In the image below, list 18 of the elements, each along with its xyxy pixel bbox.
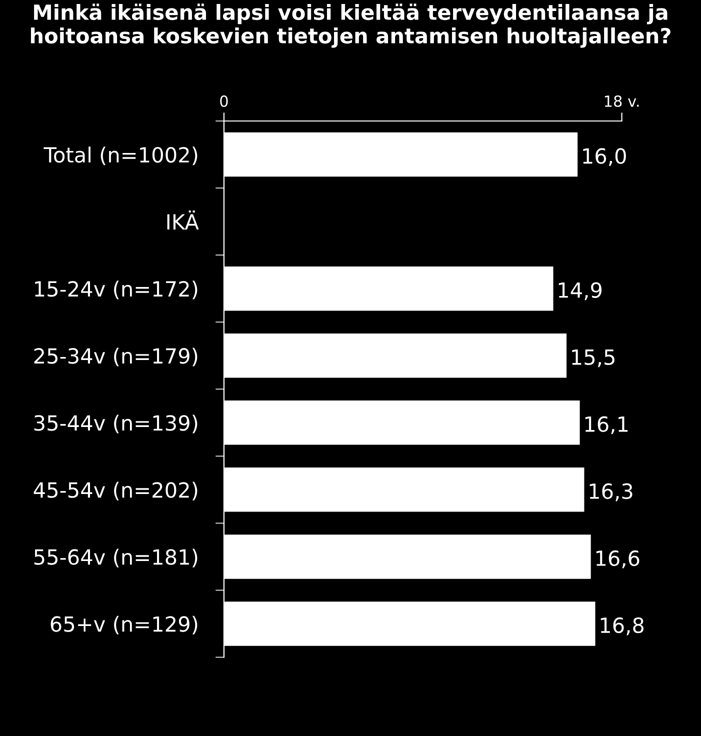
data-label: 16,0 (583, 148, 626, 166)
y-tick-label: 15-24v (n=172) (35, 280, 198, 300)
y-tick-label: 45-54v (n=202) (34, 482, 198, 500)
data-label: 14,9 (558, 282, 602, 300)
y-tick-label: Total (n=1002) (44, 146, 198, 166)
chart-title: Minkä ikäisenä lapsi voisi kieltää terveydentilaansa ja hoitoansa koskevien tietojen antamisen huoltajalleen? (30, 4, 670, 48)
y-tick-label: 55-64v (n=181) (34, 548, 198, 568)
x-tick-label: 0 (220, 95, 228, 107)
data-label: 16,6 (596, 550, 640, 568)
y-tick-label: IKÄ (167, 210, 199, 230)
y-tick-label: 35-44v (n=139) (34, 414, 198, 434)
data-label: 16,8 (600, 617, 644, 636)
data-label: 16,1 (585, 416, 628, 434)
y-tick-label: 25-34v (n=179) (34, 348, 198, 366)
y-tick-label: 65+v (n=129) (50, 616, 198, 634)
data-label: 15,5 (572, 350, 614, 368)
x-tick-label: 18 v. (604, 95, 639, 107)
data-label: 16,3 (590, 483, 632, 502)
